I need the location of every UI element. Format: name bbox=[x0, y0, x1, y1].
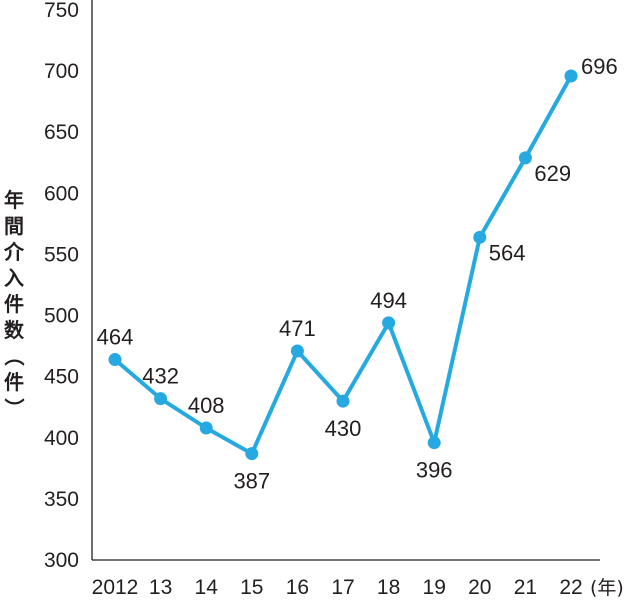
data-point bbox=[154, 392, 168, 406]
y-tick-label: 600 bbox=[44, 182, 79, 205]
y-axis-label-char: 間 bbox=[4, 214, 24, 238]
data-point bbox=[108, 353, 122, 367]
data-label: 387 bbox=[233, 469, 270, 494]
data-labels: 464 432 408 387 471 430 494 396 564 629 696 bbox=[97, 54, 618, 494]
y-axis-label-char: 数 bbox=[4, 318, 25, 342]
x-tick-label: 22 bbox=[559, 576, 582, 599]
data-point bbox=[518, 151, 532, 165]
y-axis-label-char: 入 bbox=[4, 266, 24, 290]
y-tick-label: 500 bbox=[44, 305, 79, 328]
y-axis-ticks: 300 350 400 450 500 550 600 650 700 750 bbox=[44, 0, 79, 572]
data-label: 396 bbox=[416, 458, 453, 483]
x-tick-label: 21 bbox=[514, 576, 537, 599]
x-tick-label: 15 bbox=[240, 576, 263, 599]
x-axis-ticks: 2012 13 14 15 16 17 18 19 20 21 22 bbox=[92, 576, 583, 599]
y-axis-label-char: 年 bbox=[4, 188, 24, 212]
y-tick-label: 750 bbox=[44, 0, 79, 22]
x-tick-label: 17 bbox=[331, 576, 354, 599]
data-label: 471 bbox=[279, 316, 316, 341]
y-tick-label: 700 bbox=[44, 60, 79, 83]
y-tick-label: 550 bbox=[44, 243, 79, 266]
data-label: 432 bbox=[142, 364, 179, 389]
x-axis-unit: (年) bbox=[590, 577, 624, 599]
y-tick-label: 300 bbox=[44, 549, 79, 572]
y-axis-label-char: 件 bbox=[4, 292, 24, 316]
data-point bbox=[290, 344, 304, 358]
data-label: 629 bbox=[534, 161, 571, 186]
x-tick-label: 18 bbox=[377, 576, 400, 599]
y-tick-label: 650 bbox=[44, 121, 79, 144]
y-tick-label: 350 bbox=[44, 488, 79, 511]
y-axis-label-char: 介 bbox=[3, 240, 25, 264]
y-tick-label: 450 bbox=[44, 366, 79, 389]
x-tick-label: 2012 bbox=[92, 576, 139, 599]
y-axis-label-char: （ bbox=[2, 346, 26, 366]
y-tick-label: 400 bbox=[44, 427, 79, 450]
data-point bbox=[382, 316, 396, 330]
data-label: 696 bbox=[581, 54, 618, 79]
y-axis-label-char: ） bbox=[2, 398, 26, 418]
y-axis-label-char: 件 bbox=[4, 370, 24, 394]
data-point bbox=[336, 394, 350, 408]
data-label: 430 bbox=[325, 416, 362, 441]
x-tick-label: 20 bbox=[468, 576, 491, 599]
x-tick-label: 14 bbox=[195, 576, 219, 599]
data-label: 564 bbox=[489, 240, 526, 265]
data-label: 494 bbox=[370, 288, 407, 313]
x-tick-label: 19 bbox=[423, 576, 446, 599]
x-tick-label: 13 bbox=[149, 576, 172, 599]
data-point bbox=[427, 436, 441, 450]
data-points bbox=[108, 69, 578, 461]
data-point bbox=[564, 69, 578, 83]
data-point bbox=[245, 447, 259, 461]
data-point bbox=[199, 421, 213, 435]
data-label: 464 bbox=[97, 325, 134, 350]
data-point bbox=[473, 230, 487, 244]
data-label: 408 bbox=[188, 393, 225, 418]
x-tick-label: 16 bbox=[286, 576, 309, 599]
